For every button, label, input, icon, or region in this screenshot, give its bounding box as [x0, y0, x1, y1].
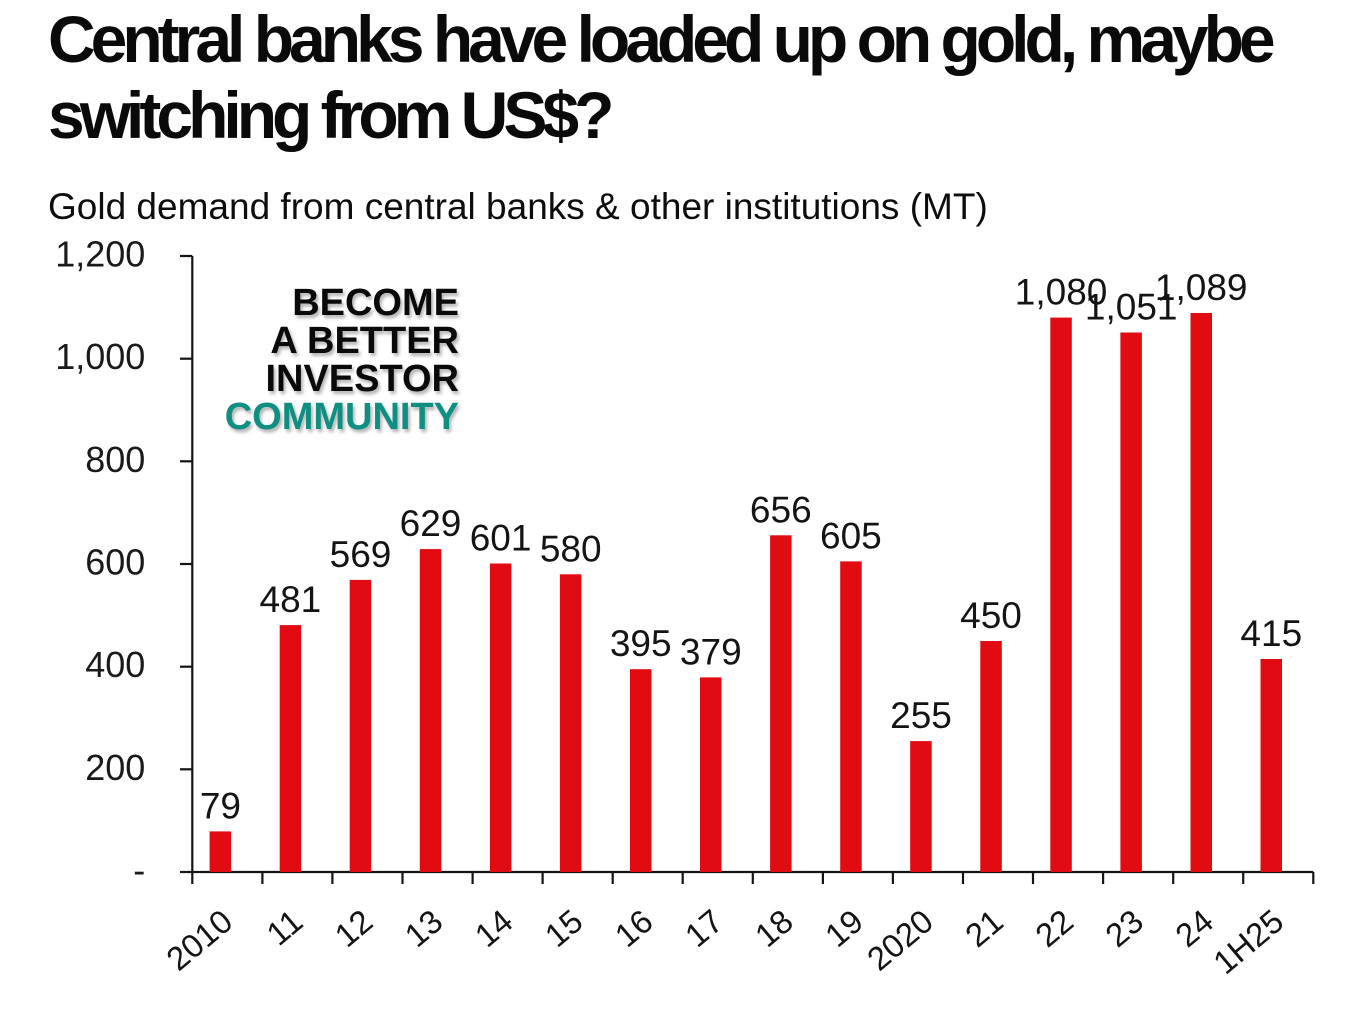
svg-text:13: 13 — [398, 902, 450, 954]
svg-text:22: 22 — [1028, 902, 1080, 954]
svg-text:-: - — [133, 850, 145, 891]
svg-text:580: 580 — [540, 528, 602, 569]
svg-text:450: 450 — [960, 595, 1022, 636]
svg-text:79: 79 — [200, 785, 241, 826]
svg-text:11: 11 — [259, 902, 309, 952]
svg-text:605: 605 — [820, 515, 882, 556]
svg-text:379: 379 — [680, 631, 742, 672]
svg-text:601: 601 — [470, 518, 532, 559]
svg-text:21: 21 — [958, 902, 1010, 954]
svg-text:255: 255 — [890, 695, 952, 736]
svg-text:23: 23 — [1098, 902, 1150, 954]
svg-text:1H25: 1H25 — [1206, 902, 1290, 981]
svg-text:1,000: 1,000 — [55, 336, 145, 377]
svg-text:200: 200 — [85, 747, 145, 788]
svg-text:600: 600 — [85, 542, 145, 583]
svg-text:1,089: 1,089 — [1155, 267, 1248, 308]
svg-text:2010: 2010 — [159, 902, 239, 978]
svg-text:2020: 2020 — [860, 902, 940, 978]
svg-text:14: 14 — [468, 902, 520, 954]
svg-text:15: 15 — [538, 902, 590, 954]
svg-text:415: 415 — [1240, 613, 1302, 654]
svg-text:395: 395 — [610, 623, 672, 664]
svg-text:569: 569 — [330, 534, 392, 575]
svg-text:656: 656 — [750, 489, 812, 530]
svg-text:629: 629 — [400, 503, 462, 544]
svg-text:16: 16 — [608, 902, 660, 954]
svg-text:1,200: 1,200 — [55, 234, 145, 275]
svg-text:18: 18 — [748, 902, 800, 954]
svg-text:17: 17 — [678, 902, 730, 954]
svg-text:400: 400 — [85, 644, 145, 685]
svg-text:800: 800 — [85, 439, 145, 480]
svg-text:12: 12 — [328, 902, 380, 954]
svg-text:481: 481 — [260, 579, 322, 620]
